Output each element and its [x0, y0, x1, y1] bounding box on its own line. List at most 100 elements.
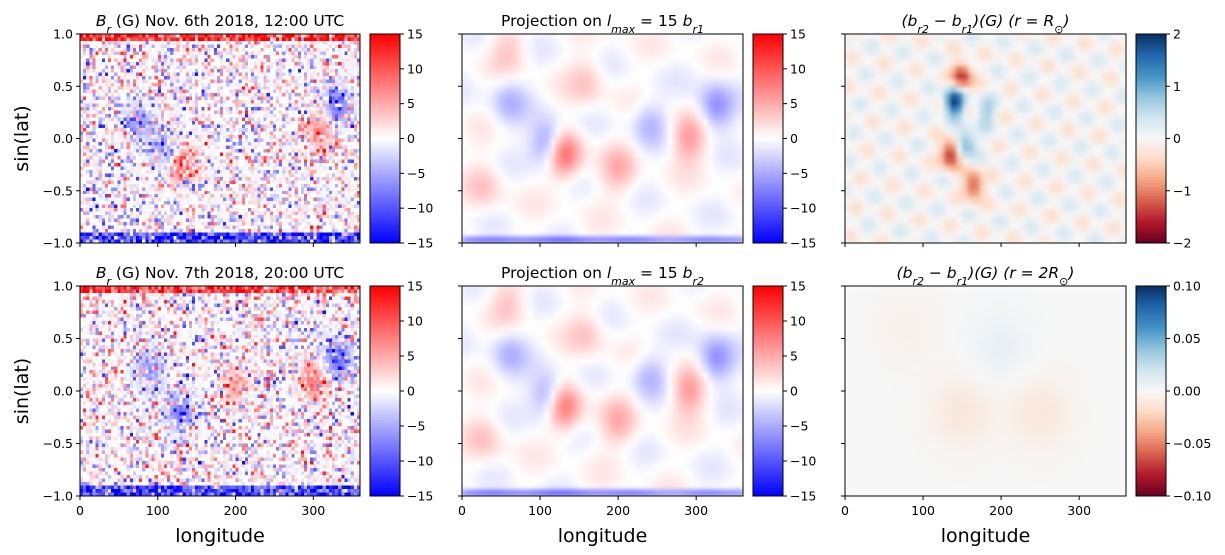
heatmap-cell — [86, 204, 90, 209]
heatmap-cell — [232, 103, 237, 108]
heatmap-cell — [151, 222, 156, 227]
heatmap-cell — [170, 162, 174, 167]
heatmap-cell — [182, 75, 187, 80]
heatmap-cell — [307, 121, 311, 126]
heatmap-cell — [192, 68, 196, 73]
heatmap-cell — [220, 155, 224, 160]
heatmap-cell — [248, 100, 252, 105]
heatmap-cell — [145, 40, 150, 46]
heatmap-cell — [232, 114, 237, 119]
heatmap-cell — [95, 166, 100, 171]
heatmap-cell — [139, 152, 143, 157]
heatmap-cell — [92, 128, 97, 133]
heatmap-cell — [313, 145, 318, 150]
heatmap-cell — [95, 44, 100, 49]
heatmap-cell — [294, 54, 299, 59]
heatmap-cell — [356, 201, 360, 206]
heatmap-cell — [139, 103, 143, 108]
heatmap-cell — [111, 131, 115, 136]
heatmap-cell — [80, 40, 84, 46]
heatmap-cell — [108, 68, 112, 73]
heatmap-cell — [291, 141, 296, 147]
heatmap-cell — [148, 208, 153, 213]
heatmap-cell — [316, 107, 321, 112]
heatmap-cell — [288, 211, 293, 216]
heatmap-cell — [223, 201, 227, 206]
heatmap-cell — [251, 162, 255, 167]
heatmap-cell — [108, 51, 112, 56]
heatmap-cell — [173, 145, 178, 150]
heatmap-cell — [126, 197, 131, 202]
heatmap-cell — [126, 194, 131, 199]
heatmap-cell — [322, 176, 327, 181]
heatmap-cell — [269, 79, 274, 84]
heatmap-cell — [307, 194, 311, 199]
heatmap-cell — [313, 204, 318, 209]
heatmap-cell — [241, 208, 246, 213]
heatmap-cell — [101, 34, 106, 39]
heatmap-cell — [117, 169, 122, 174]
heatmap-cell — [220, 141, 224, 147]
heatmap-cell — [114, 44, 118, 49]
heatmap-cell — [282, 141, 286, 147]
heatmap-cell — [114, 201, 118, 206]
heatmap-cell — [176, 121, 181, 126]
heatmap-cell — [126, 141, 131, 147]
heatmap-cell — [182, 68, 187, 73]
heatmap-cell — [201, 114, 206, 119]
heatmap-cell — [223, 190, 227, 195]
heatmap-cell — [157, 96, 162, 101]
heatmap-cell — [276, 173, 280, 178]
heatmap-cell — [108, 169, 112, 174]
heatmap-cell — [332, 107, 336, 112]
heatmap-cell — [195, 103, 199, 108]
heatmap-cell — [98, 215, 103, 220]
heatmap-cell — [341, 110, 346, 115]
heatmap-cell — [282, 159, 286, 164]
heatmap-cell — [229, 86, 234, 91]
heatmap-cell — [316, 215, 321, 220]
heatmap-cell — [167, 58, 171, 63]
heatmap-cell — [148, 58, 153, 63]
heatmap-cell — [120, 44, 125, 49]
heatmap-cell — [223, 176, 227, 181]
heatmap-cell — [300, 47, 305, 53]
heatmap-cell — [104, 110, 109, 115]
heatmap-cell — [285, 93, 290, 98]
heatmap-cell — [322, 183, 327, 188]
heatmap-cell — [254, 96, 258, 101]
heatmap-cell — [241, 93, 246, 98]
heatmap-cell — [328, 75, 333, 80]
heatmap-cell — [254, 51, 258, 56]
heatmap-cell — [101, 225, 106, 230]
heatmap-cell — [92, 225, 97, 230]
heatmap-cell — [232, 107, 237, 112]
heatmap-cell — [335, 40, 339, 46]
heatmap-cell — [176, 176, 181, 181]
heatmap-cell — [279, 138, 283, 143]
heatmap-cell — [304, 155, 308, 160]
heatmap-cell — [185, 222, 190, 227]
heatmap-cell — [335, 204, 339, 209]
heatmap-cell — [83, 58, 87, 63]
heatmap-cell — [216, 82, 221, 87]
heatmap-cell — [347, 211, 352, 216]
heatmap-cell — [276, 194, 280, 199]
heatmap-cell — [226, 121, 230, 126]
heatmap-cell — [198, 159, 202, 164]
heatmap-cell — [335, 34, 339, 39]
heatmap-cell — [316, 96, 321, 101]
heatmap-cell — [111, 86, 115, 91]
heatmap-cell — [114, 183, 118, 188]
heatmap-cell — [260, 141, 265, 147]
heatmap-cell — [95, 93, 100, 98]
heatmap-cell — [98, 169, 103, 174]
heatmap-cell — [304, 47, 308, 53]
heatmap-cell — [157, 82, 162, 87]
heatmap-cell — [204, 194, 209, 199]
heatmap-cell — [260, 194, 265, 199]
heatmap-cell — [120, 128, 125, 133]
heatmap-cell — [341, 201, 346, 206]
heatmap-cell — [151, 166, 156, 171]
heatmap-cell — [136, 152, 140, 157]
